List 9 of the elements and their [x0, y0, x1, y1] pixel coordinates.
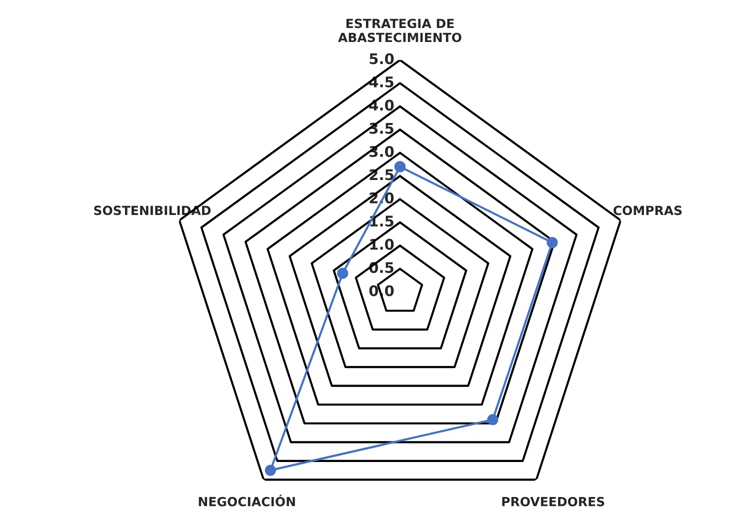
spoke-label: PROVEEDORES [502, 496, 604, 506]
y-tick-label: 3.0 [370, 146, 394, 158]
spoke-label: NEGOCIACIÓN [198, 494, 295, 506]
y-tick-label: 5.0 [370, 53, 394, 64]
y-tick-label: 3.5 [370, 122, 394, 134]
spoke-label: ESTRATEGIA DE ABASTECIMIENTO [338, 18, 462, 42]
y-tick-label: 2.5 [370, 169, 394, 180]
spoke-label: COMPRAS [613, 206, 682, 216]
y-tick-label: 1.0 [370, 238, 394, 250]
